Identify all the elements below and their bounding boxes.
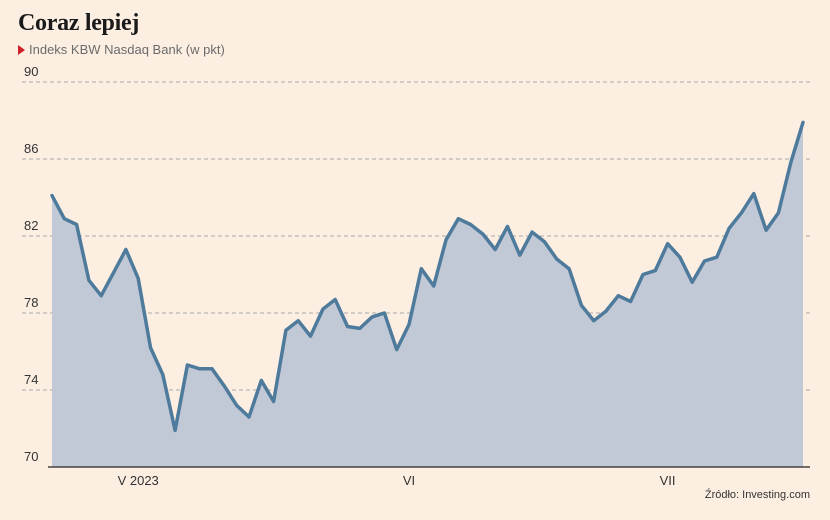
- triangle-marker-icon: [18, 44, 25, 55]
- x-tick-label: VI: [403, 473, 415, 488]
- y-tick-label: 78: [24, 295, 38, 310]
- y-tick-label: 82: [24, 218, 38, 233]
- y-tick-label: 90: [24, 64, 38, 79]
- y-tick-label: 70: [24, 449, 38, 464]
- series-area: [52, 122, 803, 468]
- x-tick-label: V 2023: [118, 473, 159, 488]
- source-note: Źródło: Investing.com: [704, 489, 810, 501]
- y-tick-labels: 70 74 78 82 86 90: [24, 64, 38, 464]
- series-line: [50, 120, 805, 433]
- y-tick-label: 86: [24, 141, 38, 156]
- y-tick-label: 74: [24, 372, 38, 387]
- x-tick-label: VII: [660, 473, 676, 488]
- chart-subtitle-text: Indeks KBW Nasdaq Bank (w pkt): [29, 42, 225, 57]
- chart-subtitle: Indeks KBW Nasdaq Bank (w pkt): [18, 42, 225, 57]
- chart-title: Coraz lepiej: [18, 10, 140, 36]
- x-tick-labels: V 2023 VI VII: [118, 473, 676, 488]
